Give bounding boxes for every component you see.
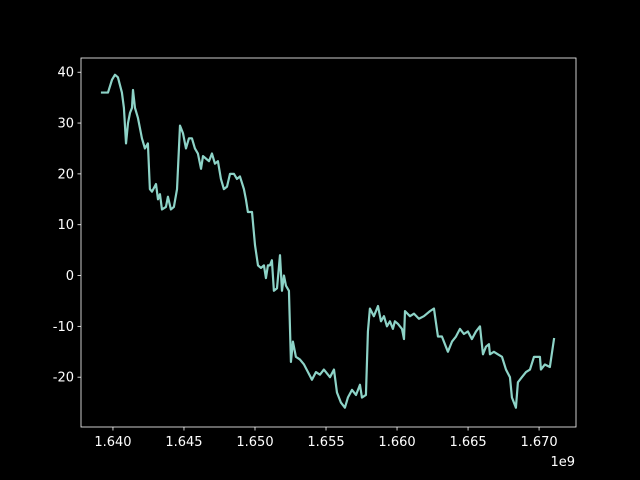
x-tick-label: 1.660 <box>378 435 415 450</box>
x-tick-label: 1.665 <box>449 435 486 450</box>
y-tick-label: -20 <box>53 371 74 386</box>
y-tick-label: 10 <box>57 218 74 233</box>
x-tick-label: 1.640 <box>94 435 131 450</box>
x-offset-label: 1e9 <box>550 455 575 470</box>
y-tick-label: 30 <box>57 117 74 132</box>
x-tick-label: 1.645 <box>165 435 202 450</box>
x-tick-label: 1.650 <box>236 435 273 450</box>
x-tick-label: 1.655 <box>307 435 344 450</box>
x-tick-label: 1.670 <box>520 435 557 450</box>
data-line <box>100 73 556 409</box>
y-tick-label: 20 <box>57 167 74 182</box>
plot-frame <box>80 57 577 428</box>
y-tick-label: -10 <box>53 320 74 335</box>
y-tick-label: 0 <box>66 269 74 284</box>
y-tick-label: 40 <box>57 66 74 81</box>
